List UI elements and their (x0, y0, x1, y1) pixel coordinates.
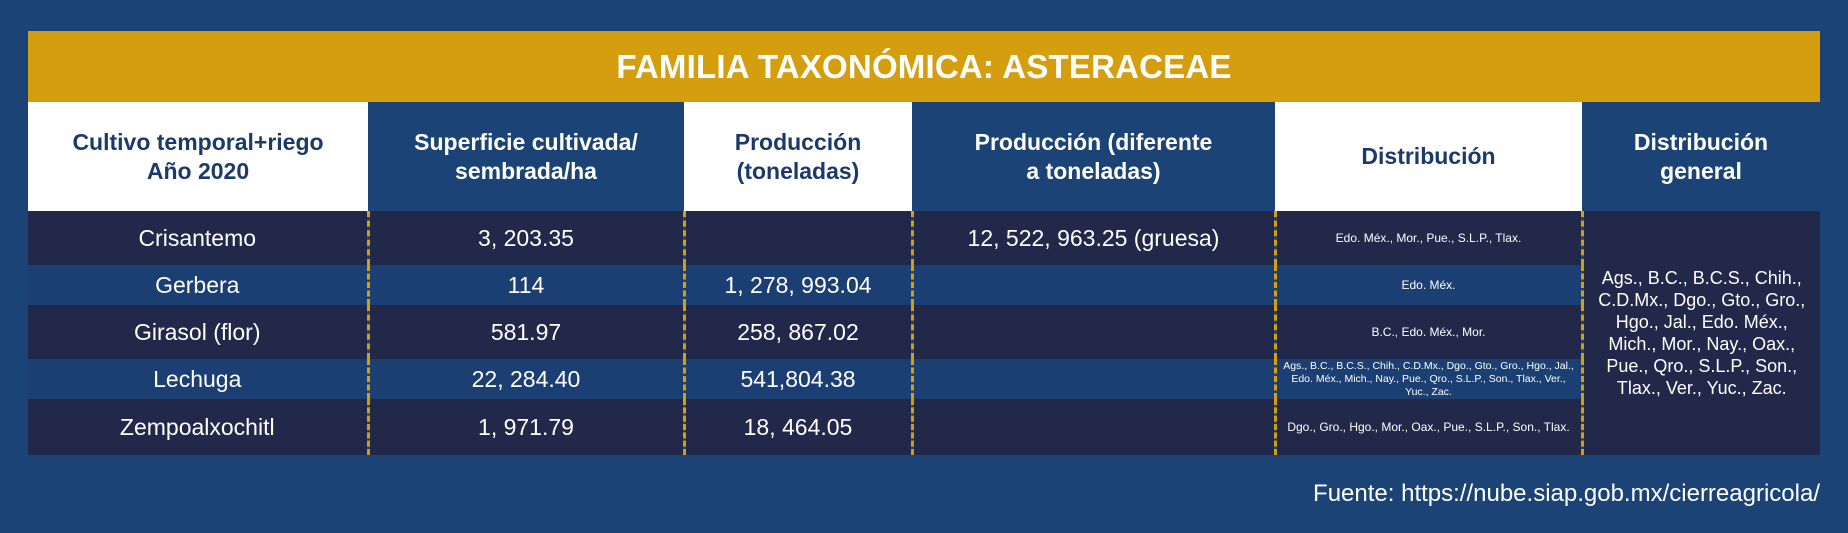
table-title: FAMILIA TAXONÓMICA: ASTERACEAE (28, 31, 1820, 102)
cell-cultivo: Zempoalxochitl (28, 399, 370, 455)
cell-produccion-otro: 12, 522, 963.25 (gruesa) (912, 211, 1277, 265)
cell-produccion-otro (912, 265, 1277, 305)
cell-superficie: 1, 971.79 (368, 399, 686, 455)
cell-distribucion: B.C., Edo. Méx., Mor. (1275, 305, 1584, 359)
table-row: Girasol (flor) 581.97 258, 867.02 B.C., … (28, 305, 1820, 359)
cell-produccion: 18, 464.05 (684, 399, 914, 455)
cell-distribucion: Edo. Méx., Mor., Pue., S.L.P., Tlax. (1275, 211, 1584, 265)
cell-superficie: 114 (368, 265, 686, 305)
table-row: Crisantemo 3, 203.35 12, 522, 963.25 (gr… (28, 211, 1820, 455)
header-distribucion-general: Distribución general (1582, 102, 1820, 211)
cell-distribucion: Edo. Méx. (1275, 265, 1584, 305)
cell-cultivo: Girasol (flor) (28, 305, 370, 359)
header-row: Cultivo temporal+riego Año 2020 Superfic… (28, 102, 1820, 211)
crop-table: Cultivo temporal+riego Año 2020 Superfic… (28, 102, 1820, 455)
header-distribucion: Distribución (1275, 102, 1582, 211)
cell-superficie: 22, 284.40 (368, 359, 686, 399)
cell-produccion-otro (912, 399, 1277, 455)
source-note: Fuente: https://nube.siap.gob.mx/cierrea… (1313, 480, 1820, 507)
cell-produccion-otro (912, 359, 1277, 399)
header-cultivo: Cultivo temporal+riego Año 2020 (28, 102, 368, 211)
cell-cultivo: Lechuga (28, 359, 370, 399)
table-row: Lechuga 22, 284.40 541,804.38 Ags., B.C.… (28, 359, 1820, 399)
cell-produccion: 258, 867.02 (684, 305, 914, 359)
cell-distribucion-general: Ags., B.C., B.C.S., Chih., C.D.Mx., Dgo.… (1582, 211, 1820, 455)
header-produccion-otro: Producción (diferente a toneladas) (912, 102, 1275, 211)
cell-distribucion: Ags., B.C., B.C.S., Chih., C.D.Mx., Dgo.… (1275, 359, 1584, 399)
cell-superficie: 3, 203.35 (368, 211, 686, 265)
cell-cultivo: Gerbera (28, 265, 370, 305)
header-superficie: Superficie cultivada/ sembrada/ha (368, 102, 684, 211)
header-produccion: Producción (toneladas) (684, 102, 912, 211)
cell-produccion-otro (912, 305, 1277, 359)
table-row: Gerbera 114 1, 278, 993.04 Edo. Méx. (28, 265, 1820, 305)
cell-produccion (684, 211, 914, 265)
cell-superficie: 581.97 (368, 305, 686, 359)
cell-cultivo: Crisantemo (28, 211, 370, 265)
cell-produccion: 1, 278, 993.04 (684, 265, 914, 305)
cell-produccion: 541,804.38 (684, 359, 914, 399)
cell-distribucion: Dgo., Gro., Hgo., Mor., Oax., Pue., S.L.… (1275, 399, 1584, 455)
table-row: Zempoalxochitl 1, 971.79 18, 464.05 Dgo.… (28, 399, 1820, 455)
